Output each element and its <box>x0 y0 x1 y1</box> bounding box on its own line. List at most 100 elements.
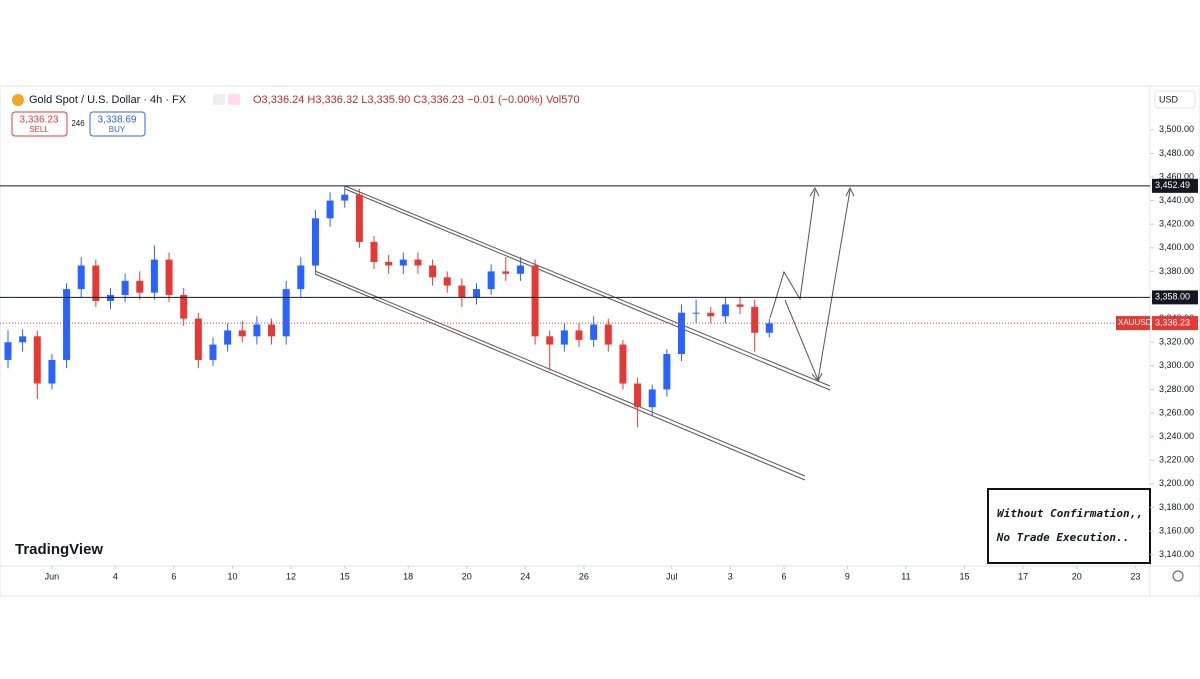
y-tick-label: 3,180.00 <box>1159 502 1194 512</box>
candle-body <box>473 289 481 298</box>
candle-body <box>106 295 114 301</box>
x-tick-label: 17 <box>1018 571 1028 581</box>
candle-body <box>692 312 700 314</box>
candle-body <box>765 323 773 333</box>
candle-body <box>136 280 144 293</box>
y-tick-label: 3,140.00 <box>1159 549 1194 559</box>
candle-body <box>33 336 41 384</box>
last-price-label: 3,336.23 <box>1155 317 1190 327</box>
symbol-icon <box>12 94 24 106</box>
candle-body <box>370 241 378 262</box>
sell-button[interactable] <box>11 111 68 137</box>
candle-body <box>487 271 495 290</box>
currency: USD <box>1159 94 1179 104</box>
candle-body <box>224 330 232 345</box>
candle-body <box>180 295 188 319</box>
candle-body <box>458 285 466 298</box>
candle-body <box>751 306 759 333</box>
logo: TradingView <box>15 541 103 558</box>
x-tick-label: 4 <box>113 571 118 581</box>
x-tick-label: 23 <box>1130 571 1140 581</box>
candle-body <box>165 259 173 296</box>
arrow-head <box>845 186 855 197</box>
arrow-head <box>809 186 820 197</box>
note-box <box>987 488 1151 564</box>
candle-body <box>648 389 656 408</box>
x-tick-label: 15 <box>340 571 350 581</box>
drawings <box>314 185 855 481</box>
y-tick-label: 3,480.00 <box>1159 148 1194 158</box>
candle-body <box>707 312 715 317</box>
candle-body <box>92 265 100 301</box>
x-tick-label: 9 <box>845 571 850 581</box>
candle-body <box>326 200 334 219</box>
level-label: 3,358.00 <box>1155 292 1190 302</box>
y-tick-label: 3,240.00 <box>1159 431 1194 441</box>
buy-label: BUY <box>109 125 126 134</box>
x-tick-label: 24 <box>520 571 530 581</box>
x-tick-label: 3 <box>728 571 733 581</box>
candle-body <box>429 265 437 278</box>
symbol-box <box>1116 316 1150 331</box>
buy-button[interactable] <box>89 111 146 137</box>
currency-select[interactable] <box>1154 90 1196 109</box>
x-tick-label: 15 <box>960 571 970 581</box>
ohlc: O3,336.24 H3,336.32 L3,335.90 C3,336.23 … <box>253 94 580 106</box>
x-tick-label: 12 <box>286 571 296 581</box>
candle-body <box>253 324 261 337</box>
y-tick-label: 3,260.00 <box>1159 407 1194 417</box>
candle-body <box>721 304 729 317</box>
level-label-box <box>1152 290 1198 305</box>
candle-body <box>677 312 685 355</box>
y-tick-label: 3,380.00 <box>1159 266 1194 276</box>
candle-body <box>311 218 319 266</box>
x-tick-label: 10 <box>227 571 237 581</box>
candle-body <box>516 265 524 274</box>
projection-arrow <box>769 189 816 319</box>
channel-line <box>314 273 806 481</box>
candle-body <box>341 194 349 201</box>
symbol-label: XAUUSD <box>1118 318 1152 327</box>
candle-body <box>150 259 158 293</box>
y-tick-label: 3,420.00 <box>1159 219 1194 229</box>
candle-body <box>19 336 27 343</box>
candle-body <box>77 265 85 290</box>
y-tick-label: 3,320.00 <box>1159 337 1194 347</box>
candle-body <box>546 336 554 345</box>
candle-body <box>590 324 598 340</box>
settings-icon[interactable] <box>1172 570 1184 582</box>
candle-body <box>268 324 276 337</box>
x-tick-label: 6 <box>171 571 176 581</box>
y-tick-label: 3,160.00 <box>1159 525 1194 535</box>
candle-body <box>736 304 744 307</box>
arrow-head <box>811 372 823 382</box>
candle-body <box>560 330 568 345</box>
level-label-box <box>1152 178 1198 193</box>
channel-line <box>344 185 831 387</box>
candle-body <box>531 265 539 337</box>
candle-body <box>297 265 305 290</box>
x-tick-label: Jun <box>45 571 60 581</box>
candle-body <box>121 280 129 296</box>
y-tick-label: 3,400.00 <box>1159 242 1194 252</box>
badge <box>228 94 240 105</box>
candle-body <box>209 344 217 360</box>
candle-body <box>634 383 642 408</box>
note-line: No Trade Execution.. <box>996 531 1129 544</box>
y-tick-label: 3,500.00 <box>1159 124 1194 134</box>
spread: 246 <box>71 119 85 128</box>
x-tick-label: 11 <box>901 571 910 581</box>
y-tick-label: 3,460.00 <box>1159 171 1194 181</box>
y-tick-label: 3,440.00 <box>1159 195 1194 205</box>
candle-body <box>575 330 583 340</box>
candle-body <box>385 261 393 266</box>
candle-body <box>414 259 422 266</box>
x-tick-label: 18 <box>403 571 413 581</box>
candle-body <box>355 194 363 242</box>
y-tick-label: 3,200.00 <box>1159 478 1194 488</box>
candle-body <box>48 359 56 384</box>
badge <box>213 94 225 105</box>
sell-price: 3,336.23 <box>20 115 59 126</box>
